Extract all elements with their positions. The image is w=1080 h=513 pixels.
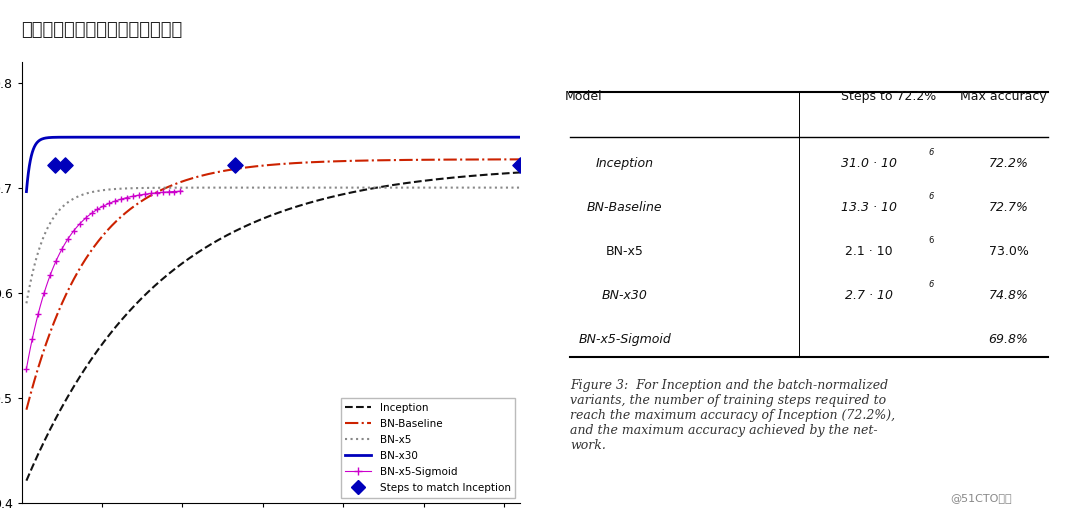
Text: Max accuracy: Max accuracy (960, 90, 1047, 103)
Text: Inception: Inception (596, 156, 653, 169)
BN-x30 (405, 134, 418, 140)
BN-x30 (19, 188, 32, 194)
BN-x30 (70, 134, 83, 140)
Line: BN-x30: BN-x30 (26, 137, 521, 191)
Text: 2.7 · 10: 2.7 · 10 (845, 289, 893, 302)
BN-x5 (219, 185, 232, 191)
Text: 6: 6 (929, 148, 934, 156)
Text: 6: 6 (929, 280, 934, 289)
BN-x30 (415, 134, 428, 140)
BN-x5-Sigmoid (176, 188, 189, 194)
Text: 31.0 · 10: 31.0 · 10 (841, 156, 897, 169)
BN-x30 (360, 134, 373, 140)
Text: 6: 6 (929, 236, 934, 245)
BN-Baseline (414, 156, 427, 163)
Text: 下图是训练步和精度的实验结果：: 下图是训练步和精度的实验结果： (22, 21, 183, 38)
BN-x30 (514, 134, 527, 140)
Inception (70, 379, 83, 385)
Text: 2.1 · 10: 2.1 · 10 (846, 245, 893, 258)
Inception (514, 169, 527, 175)
BN-Baseline (70, 270, 83, 277)
BN-x5 (70, 194, 83, 200)
Text: 69.8%: 69.8% (988, 333, 1028, 346)
Text: 72.7%: 72.7% (988, 201, 1028, 213)
BN-Baseline (219, 167, 232, 173)
BN-x5-Sigmoid (126, 193, 139, 199)
BN-Baseline (405, 157, 418, 163)
Inception (359, 187, 372, 193)
Text: 74.8%: 74.8% (988, 289, 1028, 302)
BN-x5 (19, 300, 32, 306)
BN-x5-Sigmoid (158, 189, 171, 195)
Legend: Inception, BN-Baseline, BN-x5, BN-x30, BN-x5-Sigmoid, Steps to match Inception: Inception, BN-Baseline, BN-x5, BN-x30, B… (341, 398, 515, 498)
BN-x5 (238, 185, 251, 191)
Text: BN-x5-Sigmoid: BN-x5-Sigmoid (579, 333, 671, 346)
BN-x5 (359, 185, 372, 191)
BN-x5 (514, 185, 527, 191)
Line: Inception: Inception (26, 172, 521, 481)
Text: 13.3 · 10: 13.3 · 10 (841, 201, 897, 213)
BN-x30 (177, 134, 190, 140)
Text: BN-x5: BN-x5 (606, 245, 644, 258)
Text: Model: Model (565, 90, 603, 103)
BN-x5-Sigmoid (121, 194, 134, 201)
BN-x5-Sigmoid (89, 208, 102, 214)
Text: 72.2%: 72.2% (988, 156, 1028, 169)
Line: BN-Baseline: BN-Baseline (26, 160, 521, 410)
Inception (238, 224, 251, 230)
Text: Figure 3:  For Inception and the batch-normalized
variants, the number of traini: Figure 3: For Inception and the batch-no… (570, 379, 895, 452)
Inception (405, 180, 418, 186)
BN-Baseline (19, 407, 32, 413)
Inception (414, 178, 427, 184)
Text: Steps to 72.2%: Steps to 72.2% (841, 90, 936, 103)
Line: BN-x5-Sigmoid: BN-x5-Sigmoid (23, 188, 186, 372)
Text: @51CTO博客: @51CTO博客 (950, 493, 1012, 503)
BN-x5 (414, 185, 427, 191)
BN-x30 (238, 134, 251, 140)
BN-Baseline (238, 165, 251, 171)
Text: 6: 6 (929, 192, 934, 201)
Steps to match Inception (512, 161, 529, 169)
Steps to match Inception (46, 161, 64, 169)
Text: BN-x30: BN-x30 (602, 289, 648, 302)
BN-x5-Sigmoid (19, 366, 32, 372)
BN-Baseline (359, 157, 372, 164)
Text: BN-Baseline: BN-Baseline (586, 201, 662, 213)
BN-x5-Sigmoid (112, 196, 125, 203)
BN-x5-Sigmoid (114, 196, 127, 202)
Inception (19, 478, 32, 484)
BN-x5 (405, 185, 418, 191)
Steps to match Inception (227, 161, 244, 169)
BN-x30 (220, 134, 233, 140)
Inception (219, 233, 232, 239)
Steps to match Inception (56, 161, 73, 169)
Text: 73.0%: 73.0% (988, 245, 1028, 258)
BN-Baseline (514, 156, 527, 163)
Line: BN-x5: BN-x5 (26, 188, 521, 303)
